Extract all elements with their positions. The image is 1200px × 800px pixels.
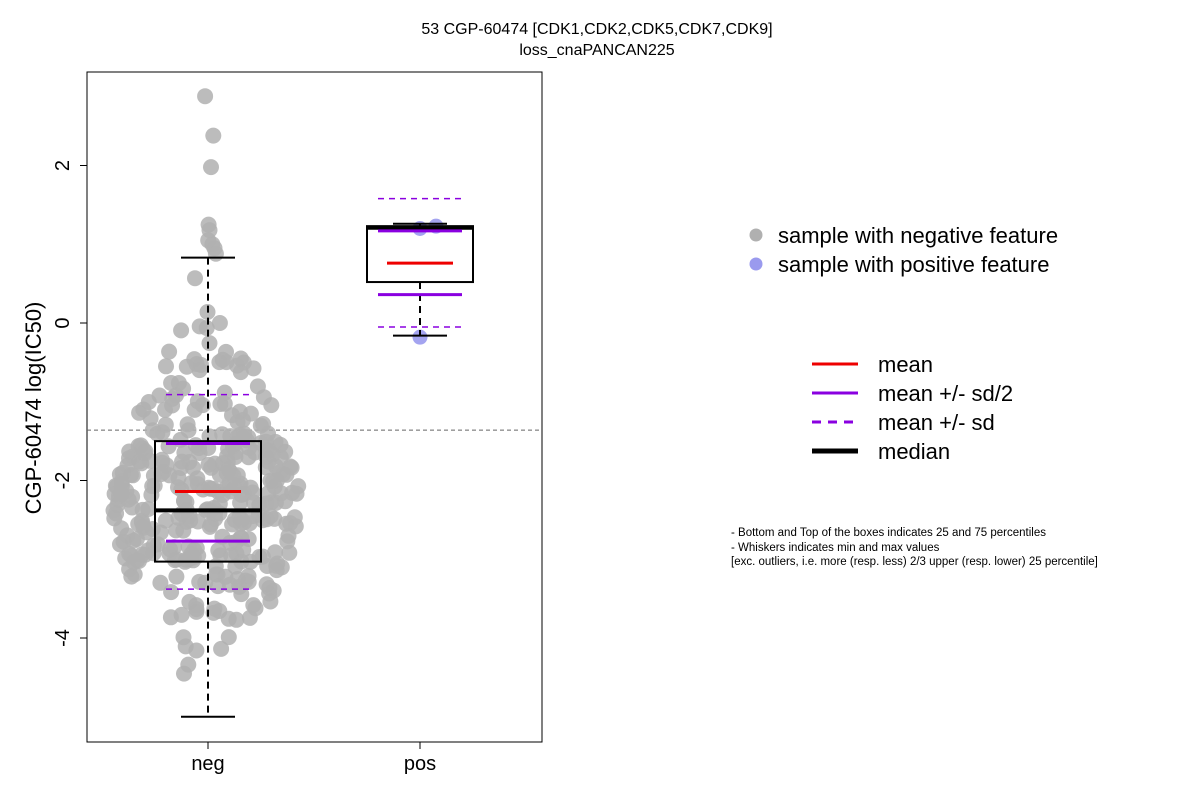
- data-point-neg: [151, 387, 168, 404]
- x-tick-label: neg: [191, 753, 224, 775]
- data-point-neg: [161, 343, 178, 360]
- data-point-neg: [231, 509, 248, 526]
- data-point-neg: [245, 597, 262, 614]
- legend: sample with negative feature sample with…: [749, 223, 1058, 464]
- data-point-neg: [166, 539, 183, 556]
- legend-label-negative: sample with negative feature: [778, 223, 1058, 248]
- data-point-neg: [211, 315, 228, 331]
- data-point-neg: [197, 88, 214, 105]
- data-point-neg: [286, 509, 303, 526]
- data-point-neg: [232, 350, 249, 367]
- data-point-neg: [240, 568, 257, 584]
- data-point-neg: [144, 422, 161, 439]
- data-point-neg: [157, 416, 174, 433]
- data-point-neg: [170, 375, 187, 391]
- data-point-neg: [186, 351, 203, 368]
- data-point-neg: [189, 393, 206, 410]
- data-point-neg: [255, 416, 272, 432]
- data-point-neg: [158, 358, 174, 375]
- y-tick-label: -2: [52, 472, 74, 490]
- data-point-neg: [249, 378, 266, 395]
- plot-frame: [86, 71, 543, 743]
- data-point-neg: [290, 478, 307, 495]
- y-tick-label: -4: [52, 629, 74, 647]
- data-point-neg: [187, 270, 203, 287]
- data-point-neg: [262, 508, 279, 524]
- data-point-neg: [200, 216, 217, 233]
- data-point-neg: [213, 640, 230, 657]
- data-point-neg: [173, 322, 190, 339]
- data-point-neg: [210, 542, 227, 559]
- data-point-neg: [203, 159, 219, 176]
- data-point-neg: [168, 568, 185, 585]
- data-point-neg: [220, 629, 237, 646]
- note-line-2: - Whiskers indicates min and max values: [731, 542, 940, 554]
- data-point-neg: [140, 501, 157, 517]
- data-point-neg: [176, 444, 193, 461]
- note-line-3: [exc. outliers, i.e. more (resp. less) 2…: [731, 556, 1098, 568]
- y-tick-label: 0: [52, 317, 74, 328]
- legend-marker-positive: [749, 257, 763, 271]
- note-line-1: - Bottom and Top of the boxes indicates …: [731, 527, 1046, 539]
- legend-label-half-sd: mean +/- sd/2: [878, 381, 1013, 406]
- data-point-neg: [157, 512, 174, 529]
- data-point-neg: [132, 437, 149, 454]
- data-point-neg: [258, 576, 275, 593]
- data-point-neg: [231, 403, 248, 420]
- legend-label-positive: sample with positive feature: [778, 252, 1049, 277]
- data-point-neg: [181, 593, 198, 610]
- data-point-neg: [180, 656, 197, 673]
- explanation-note: - Bottom and Top of the boxes indicates …: [731, 527, 1098, 568]
- legend-marker-negative: [749, 228, 763, 242]
- data-point-neg: [205, 127, 222, 144]
- data-point-neg: [153, 451, 170, 468]
- data-point-neg: [187, 437, 204, 454]
- data-point-neg: [191, 573, 208, 590]
- box-neg: [154, 440, 262, 563]
- data-point-neg: [163, 584, 180, 601]
- legend-label-sd: mean +/- sd: [878, 410, 995, 435]
- plot-area: -4 -2 0 2 neg pos: [52, 71, 543, 775]
- data-point-neg: [201, 335, 218, 352]
- x-tick-label: pos: [404, 753, 436, 775]
- legend-label-mean: mean: [878, 352, 933, 377]
- data-point-neg: [218, 343, 234, 360]
- data-point-neg: [216, 395, 233, 412]
- data-point-neg: [232, 529, 249, 546]
- y-axis-label: CGP-60474 log(IC50): [21, 302, 46, 515]
- data-point-neg: [175, 629, 192, 646]
- legend-label-median: median: [878, 439, 950, 464]
- y-tick-label: 2: [52, 160, 74, 171]
- data-point-neg: [179, 416, 196, 433]
- data-point-neg: [173, 606, 190, 623]
- data-point-neg: [206, 600, 223, 617]
- data-point-neg: [267, 544, 284, 561]
- data-point-neg: [214, 426, 231, 443]
- chart-title: 53 CGP-60474 [CDK1,CDK2,CDK5,CDK7,CDK9]: [421, 21, 772, 38]
- data-point-pos: [412, 329, 428, 345]
- data-point-neg: [216, 384, 233, 401]
- data-point-neg: [191, 318, 208, 335]
- data-point-neg: [152, 574, 169, 591]
- chart-subtitle: loss_cnaPANCAN225: [519, 42, 674, 59]
- data-point-neg: [254, 548, 271, 565]
